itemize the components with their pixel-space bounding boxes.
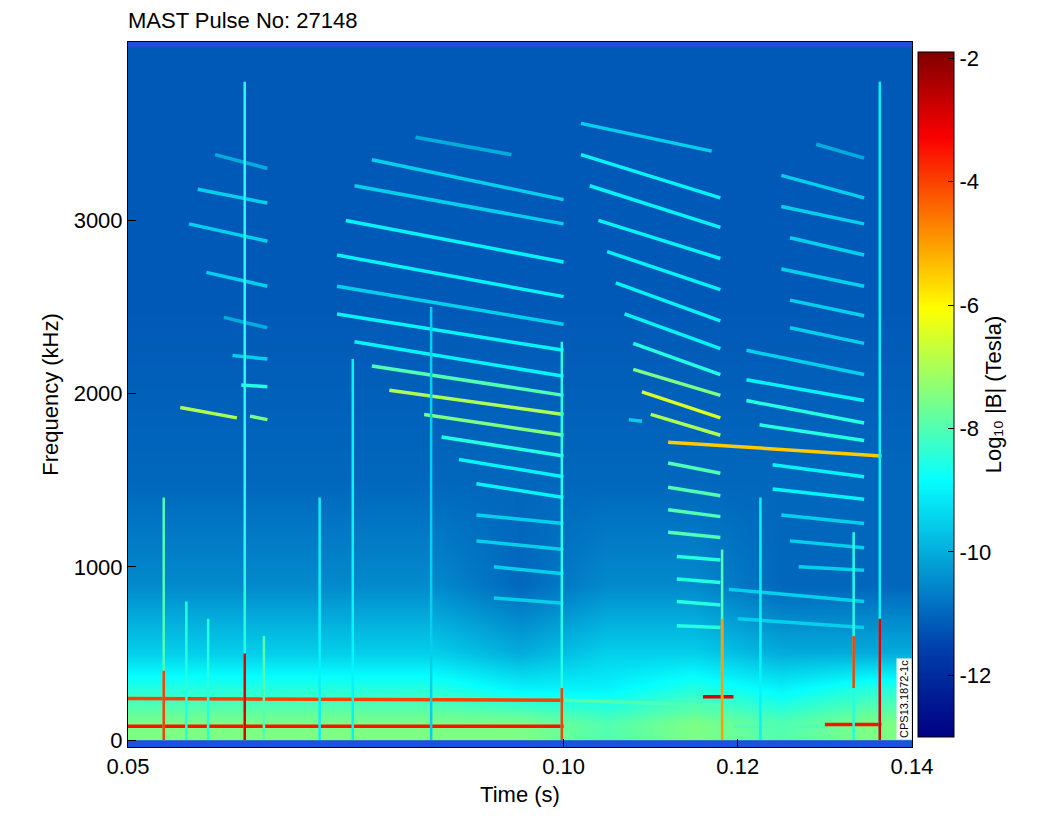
svg-text:CPS13.1872-1c: CPS13.1872-1c [898, 660, 910, 738]
svg-text:0: 0 [110, 728, 122, 753]
svg-text:0.12: 0.12 [716, 754, 759, 779]
svg-text:0.05: 0.05 [107, 754, 150, 779]
svg-text:0.10: 0.10 [542, 754, 585, 779]
svg-text:Frequency (kHz): Frequency (kHz) [38, 313, 63, 476]
svg-text:0.14: 0.14 [891, 754, 934, 779]
svg-text:3000: 3000 [74, 208, 123, 233]
svg-text:-2: -2 [959, 46, 979, 71]
svg-text:-10: -10 [959, 540, 991, 565]
svg-text:2000: 2000 [74, 381, 123, 406]
svg-text:Time (s): Time (s) [480, 782, 560, 807]
svg-text:Log₁₀ |B| (Tesla): Log₁₀ |B| (Tesla) [981, 316, 1006, 474]
svg-text:-6: -6 [959, 293, 979, 318]
svg-text:1000: 1000 [74, 555, 123, 580]
svg-text:-8: -8 [959, 416, 979, 441]
svg-text:MAST Pulse No: 27148: MAST Pulse No: 27148 [128, 8, 358, 33]
svg-text:-4: -4 [959, 169, 979, 194]
svg-text:-12: -12 [959, 663, 991, 688]
